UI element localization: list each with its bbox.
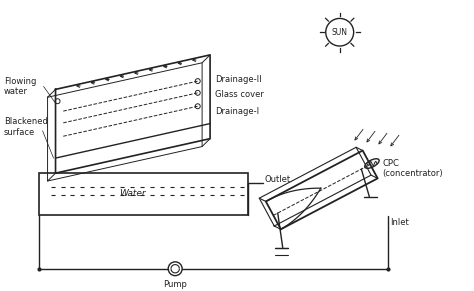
Text: Flowing
water: Flowing water [4, 77, 36, 96]
Ellipse shape [365, 159, 379, 168]
Text: Water: Water [119, 189, 146, 198]
Text: Blackened
surface: Blackened surface [4, 117, 47, 136]
Text: SUN: SUN [332, 28, 348, 37]
Text: Outlet: Outlet [265, 175, 291, 184]
Text: Drainage-I: Drainage-I [215, 107, 259, 116]
Text: Inlet: Inlet [391, 218, 409, 227]
Text: CPC
(concentrator): CPC (concentrator) [383, 159, 443, 178]
Text: Glass cover: Glass cover [215, 90, 264, 99]
Text: Pump: Pump [163, 280, 187, 289]
Text: Drainage-II: Drainage-II [215, 74, 262, 84]
Bar [38, 173, 248, 214]
